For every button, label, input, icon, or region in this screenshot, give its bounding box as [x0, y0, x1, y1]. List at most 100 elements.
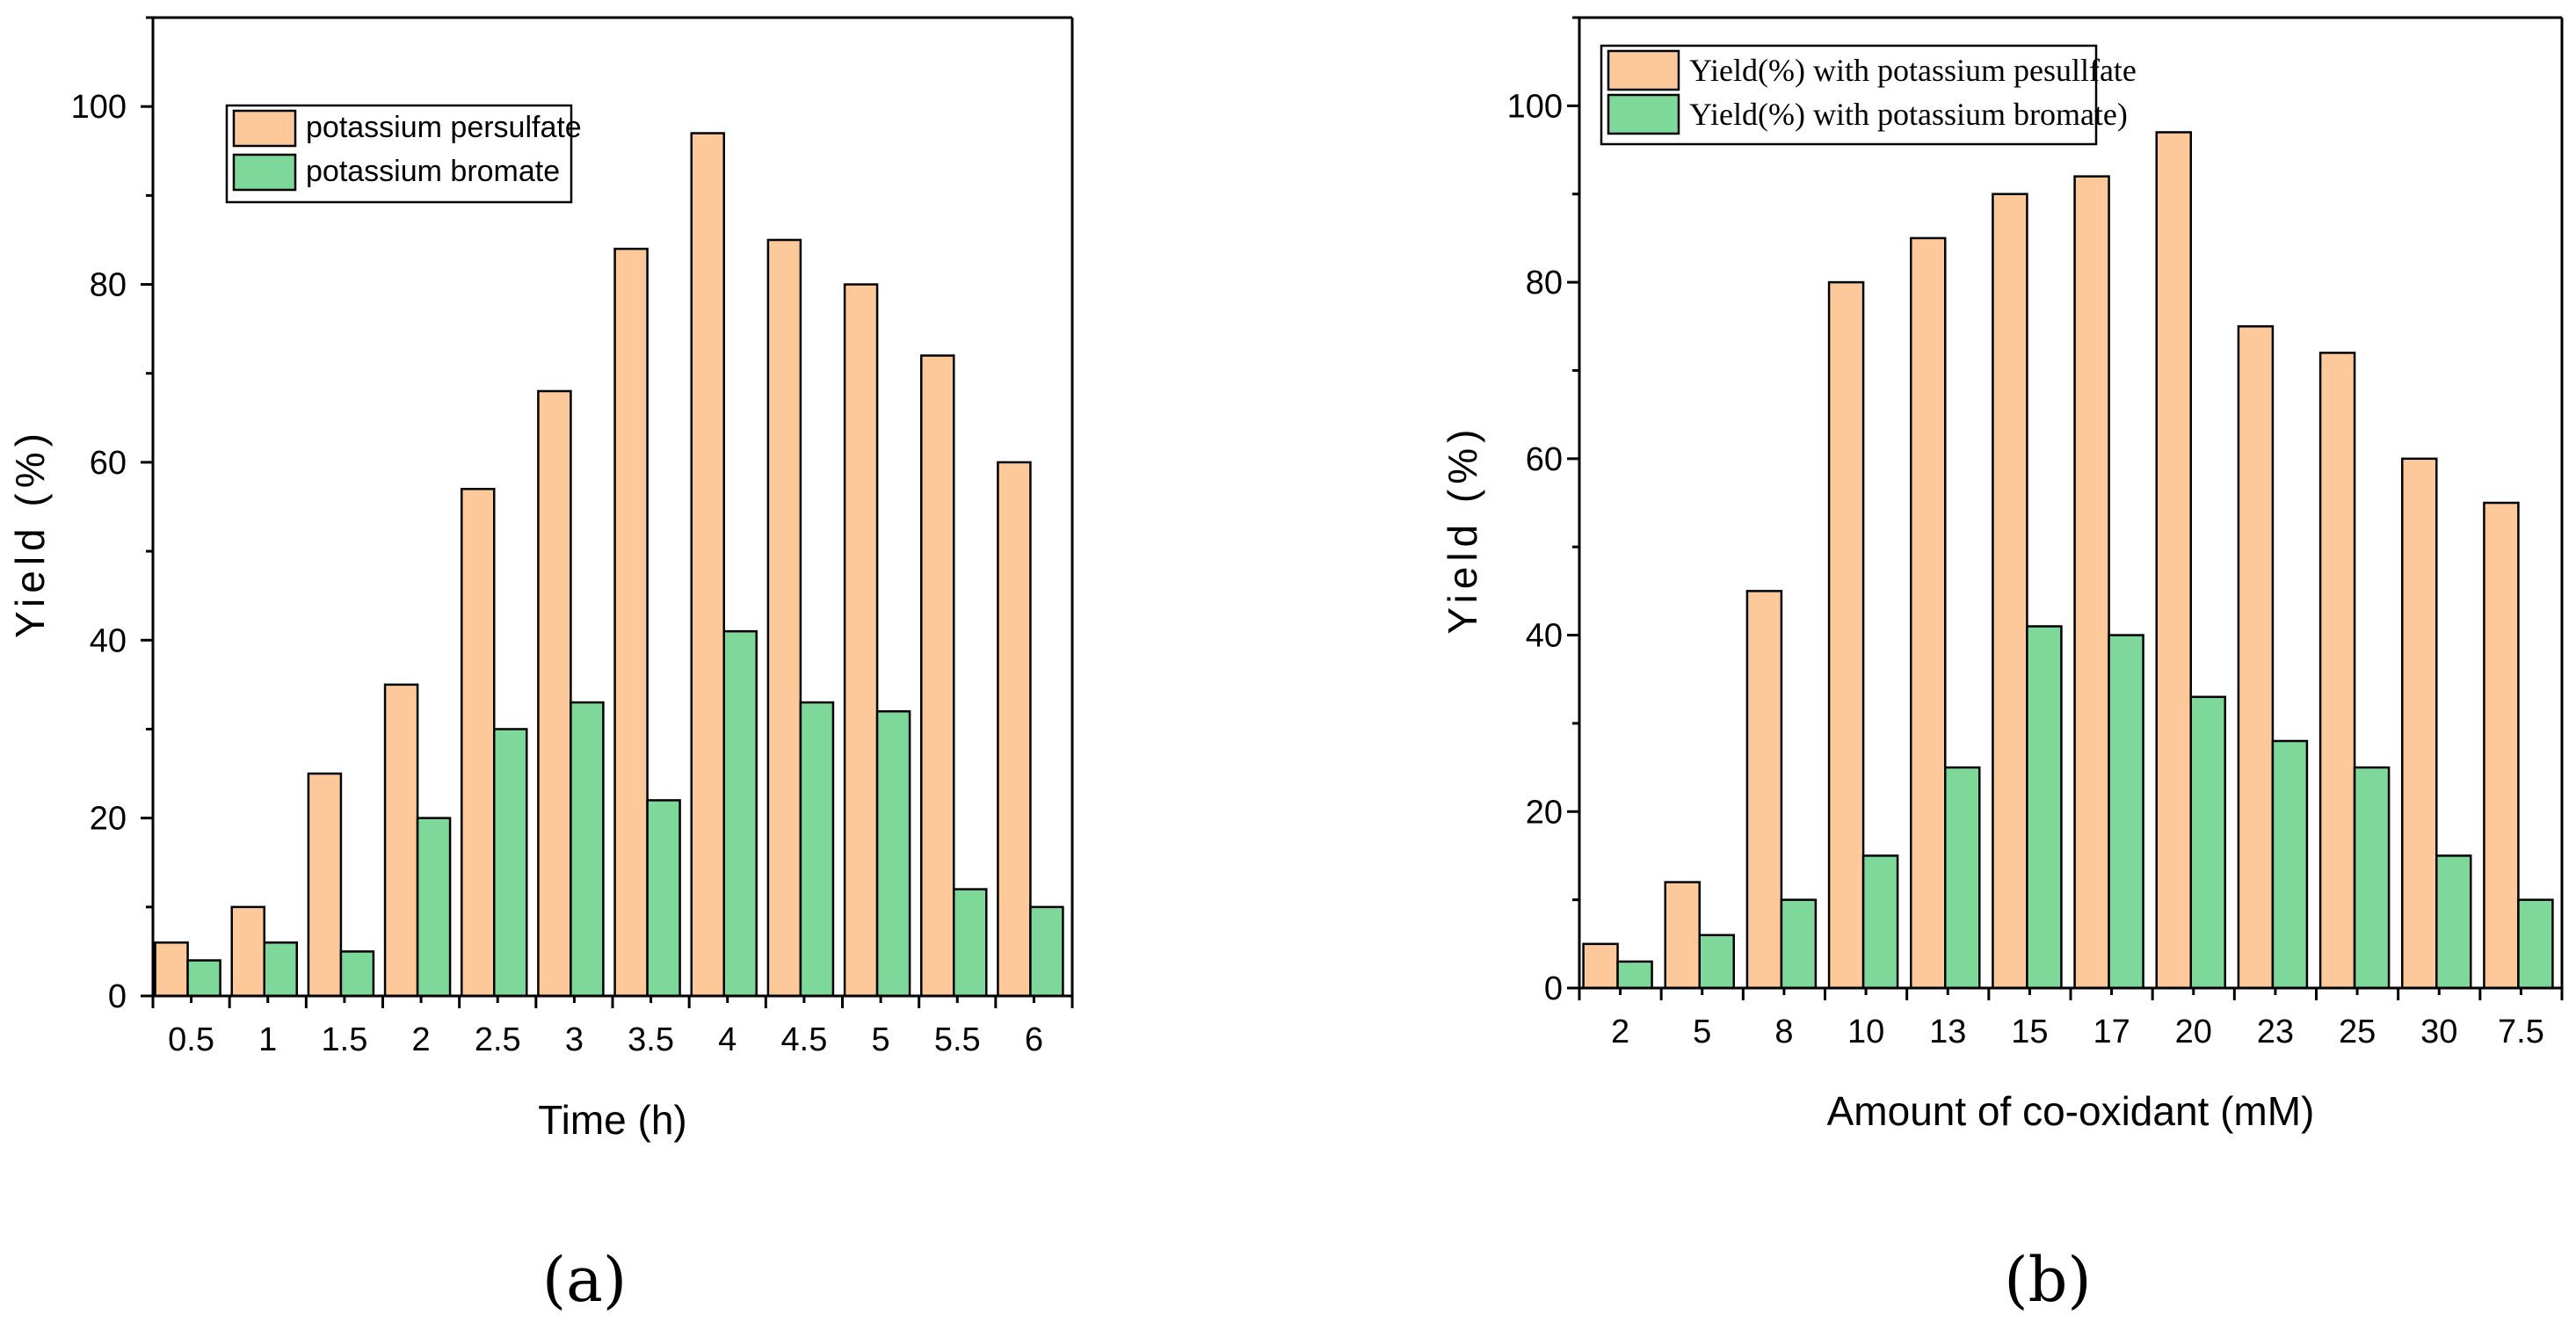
- bar-series1-15: [1992, 193, 2028, 990]
- x-tick-label: 4.5: [781, 1021, 828, 1058]
- bar-series1-1: [230, 905, 265, 998]
- y-tick-label: 80: [1526, 265, 1563, 302]
- legend-label-series2: Yield(%) with potassium bromate): [1689, 97, 2128, 132]
- x-tick-label: 8: [1774, 1014, 1793, 1050]
- bar-series1-23: [2237, 325, 2275, 990]
- bar-series2-13: [1944, 766, 1981, 990]
- legend-label-series2: potassium bromate: [306, 155, 560, 188]
- bar-series1-4.5: [766, 238, 802, 998]
- y-tick-label: 60: [90, 445, 127, 482]
- bar-series1-7.5: [2483, 501, 2520, 990]
- legend-label-series1: potassium persulfate: [306, 111, 582, 144]
- y-tick-label: 0: [108, 978, 127, 1015]
- legend-swatch-series2: [232, 153, 297, 192]
- bar-series2-3: [570, 701, 605, 998]
- legend-swatch-series1: [1607, 49, 1680, 91]
- bar-series2-20: [2189, 695, 2226, 990]
- bar-series2-30: [2435, 854, 2472, 990]
- x-tick-label: 23: [2257, 1014, 2294, 1050]
- bar-series1-5.5: [920, 354, 955, 998]
- x-tick-label: 6: [1025, 1021, 1043, 1058]
- bar-series2-3.5: [646, 799, 681, 998]
- legend: Yield(%) with potassium pesullfate Yield(…: [1600, 44, 2137, 146]
- bar-series1-4: [690, 132, 725, 998]
- y-axis-title: Yield (%): [1440, 425, 1485, 635]
- bar-series2-15: [2026, 625, 2063, 990]
- legend-box: [1600, 44, 2098, 146]
- y-tick-label: 100: [71, 89, 127, 126]
- bar-series2-6: [1029, 905, 1064, 998]
- bar-series1-3: [537, 389, 572, 998]
- x-tick-label: 4: [718, 1021, 737, 1058]
- bar-series1-6: [997, 461, 1032, 998]
- x-axis-title: Amount of co-oxidant (mM): [1827, 1088, 2315, 1134]
- bar-series2-4: [722, 629, 758, 998]
- x-axis-title: Time (h): [538, 1097, 687, 1143]
- bar-series2-5: [1698, 934, 1735, 990]
- bar-series2-4.5: [799, 701, 835, 998]
- bar-series2-1.5: [339, 950, 375, 998]
- x-tick-label: 15: [2011, 1014, 2048, 1050]
- x-tick-label: 30: [2420, 1014, 2457, 1050]
- x-tick-label: 2.5: [475, 1021, 521, 1058]
- bar-series1-20: [2155, 131, 2192, 990]
- legend-swatch-series2: [1607, 93, 1680, 135]
- y-tick-label: 20: [90, 801, 127, 838]
- y-tick-label: 80: [90, 267, 127, 304]
- bar-series2-10: [1861, 854, 1899, 990]
- panel-label: (b): [2004, 1244, 2091, 1316]
- x-tick-label: 17: [2093, 1014, 2130, 1050]
- x-tick-label: 10: [1847, 1014, 1884, 1050]
- x-tick-label: 5.5: [934, 1021, 981, 1058]
- bar-series1-13: [1910, 236, 1947, 990]
- bar-series1-2.5: [461, 488, 496, 998]
- panel-a-chart: 0 20 40 60 80 100 0.5 1 1.5 2 2.5 3 3.5 4 4.5 5 5.5 6 Time…: [7, 16, 1074, 1316]
- bar-series2-2: [1616, 960, 1653, 990]
- x-tick-label: 2: [412, 1021, 431, 1058]
- bar-series2-5: [875, 709, 911, 998]
- bar-series2-1: [263, 941, 298, 998]
- x-tick-label: 13: [1929, 1014, 1966, 1050]
- bar-series2-17: [2108, 634, 2144, 990]
- legend-label-series1: Yield(%) with potassium pesullfate: [1689, 53, 2137, 88]
- bar-series1-8: [1745, 590, 1783, 990]
- y-tick-label: 40: [1526, 618, 1563, 655]
- bar-series2-23: [2271, 739, 2309, 990]
- bar-series1-2: [1582, 942, 1619, 990]
- bar-series1-25: [2318, 352, 2356, 990]
- panel-label: (a): [542, 1244, 627, 1316]
- bar-series2-7.5: [2517, 898, 2554, 990]
- bar-series2-5.5: [953, 888, 988, 998]
- y-tick-label: 60: [1526, 441, 1563, 478]
- legend: potassium persulfate potassium bromate: [225, 104, 582, 204]
- bar-series2-2: [416, 817, 452, 998]
- bar-series1-3.5: [613, 247, 649, 998]
- bar-series2-2.5: [493, 728, 528, 998]
- y-tick-label: 40: [90, 622, 127, 659]
- y-tick-label: 0: [1544, 970, 1563, 1007]
- bar-series1-5: [1664, 881, 1701, 990]
- bar-series2-25: [2353, 766, 2391, 990]
- bar-series1-2: [383, 683, 419, 998]
- bar-series1-30: [2401, 457, 2438, 990]
- x-tick-label: 5: [872, 1021, 890, 1058]
- x-tick-label: 1.5: [322, 1021, 368, 1058]
- bar-series1-0.5: [154, 941, 189, 998]
- y-axis-title: Yield (%): [7, 428, 53, 638]
- x-tick-label: 25: [2339, 1014, 2376, 1050]
- bar-series1-10: [1827, 280, 1865, 990]
- x-tick-label: 3: [565, 1021, 584, 1058]
- x-tick-label: 5: [1693, 1014, 1711, 1050]
- legend-swatch-series1: [232, 109, 297, 148]
- x-tick-label: 0.5: [168, 1021, 214, 1058]
- bar-series2-0.5: [186, 959, 221, 998]
- x-tick-label: 3.5: [628, 1021, 674, 1058]
- x-tick-label: 7.5: [2498, 1014, 2544, 1050]
- bar-series2-8: [1780, 898, 1818, 990]
- y-tick-label: 20: [1526, 794, 1563, 831]
- bar-series1-5: [843, 283, 879, 998]
- y-tick-label: 100: [1507, 88, 1563, 125]
- bar-series1-17: [2073, 175, 2110, 990]
